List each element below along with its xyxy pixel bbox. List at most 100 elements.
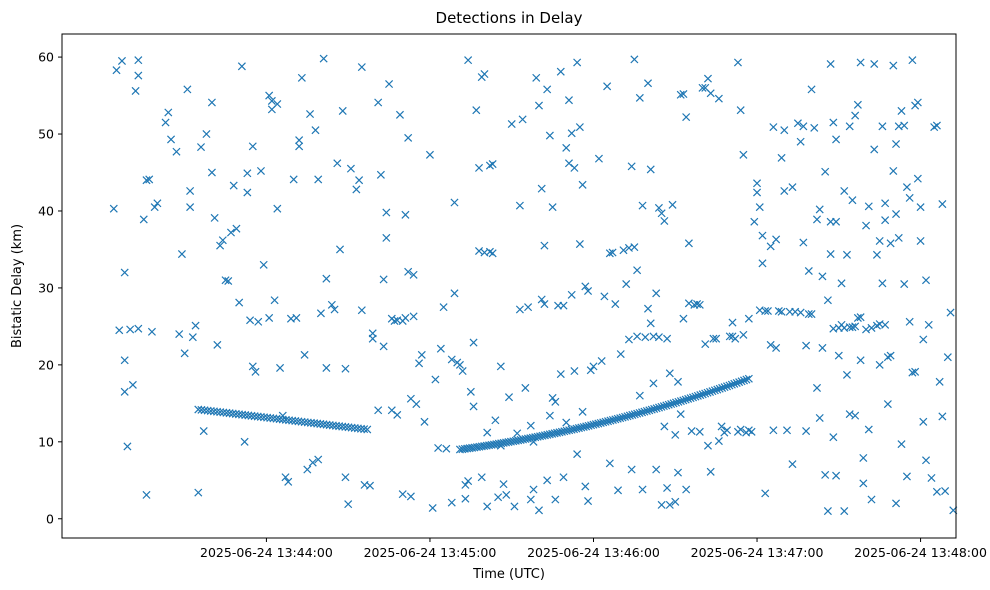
clutter-point: [161, 118, 170, 127]
target-track-2-point: [536, 432, 545, 441]
clutter-point: [654, 203, 663, 212]
clutter-point: [627, 162, 636, 171]
clutter-point: [826, 59, 835, 69]
clutter-point: [780, 126, 789, 135]
clutter-point: [886, 239, 895, 248]
clutter-point: [706, 89, 715, 98]
y-axis: 0 10 20 30 40 50 60: [38, 50, 62, 526]
clutter-point: [624, 335, 633, 344]
clutter-point: [796, 137, 805, 146]
clutter-point: [870, 59, 879, 69]
target-track-2-point: [708, 387, 717, 396]
clutter-point: [845, 410, 854, 419]
clutter-point: [660, 216, 669, 226]
clutter-point: [401, 210, 410, 219]
clutter-point: [409, 312, 418, 321]
target-track-2-point: [611, 415, 620, 424]
clutter-point: [243, 169, 252, 178]
clutter-point: [881, 199, 890, 208]
clutter-point: [570, 163, 579, 172]
clutter-point: [750, 217, 759, 226]
clutter-point: [889, 61, 898, 70]
clutter-point: [526, 421, 535, 430]
clutter-point: [115, 326, 124, 335]
clutter-point: [815, 413, 824, 422]
chart-title: Detections in Delay: [436, 9, 583, 27]
clutter-point: [584, 497, 593, 506]
clutter-point: [916, 236, 925, 246]
clutter-point: [892, 210, 901, 219]
clutter-point: [529, 485, 538, 494]
clutter-point: [322, 274, 331, 283]
clutter-point: [393, 410, 402, 419]
clutter-point: [769, 123, 778, 132]
x-axis: 2025-06-24 13:44:00 2025-06-24 13:45:00 20…: [200, 538, 987, 560]
clutter-point: [117, 56, 126, 65]
target-track-2-point: [577, 423, 586, 432]
clutter-point: [376, 170, 385, 179]
target-track-2-point: [662, 401, 671, 410]
clutter-point: [807, 85, 816, 94]
clutter-point: [270, 296, 279, 305]
clutter-point: [210, 213, 219, 222]
clutter-point: [619, 246, 628, 255]
clutter-point: [466, 387, 475, 396]
clutter-point: [758, 231, 767, 240]
clutter-point: [717, 422, 726, 431]
clutter-point: [777, 153, 786, 162]
clutter-point: [120, 356, 129, 365]
clutter-point: [802, 427, 811, 436]
clutter-point: [300, 350, 309, 359]
target-track-1-point: [360, 425, 369, 434]
target-track-2-point: [671, 398, 681, 407]
clutter-point: [314, 455, 323, 464]
x-tick-label: 2025-06-24 13:48:00: [854, 545, 987, 560]
clutter-point: [892, 140, 901, 149]
target-track-2-point: [579, 422, 588, 431]
clutter-point: [335, 245, 345, 254]
y-tick-label: 30: [38, 280, 54, 295]
clutter-point: [911, 367, 920, 376]
clutter-point: [464, 56, 473, 65]
clutter-point: [534, 506, 544, 515]
clutter-point: [913, 98, 922, 107]
clutter-point: [480, 69, 489, 79]
clutter-point: [633, 332, 642, 341]
clutter-point: [346, 164, 355, 173]
target-track-2-point: [596, 418, 605, 427]
clutter-point: [507, 120, 516, 129]
clutter-point: [504, 393, 514, 402]
clutter-point: [303, 465, 312, 474]
clutter-point: [630, 243, 639, 252]
target-track-2-point: [628, 410, 637, 419]
clutter-point: [186, 186, 195, 195]
clutter-point: [812, 215, 822, 224]
target-track-2-point: [635, 408, 644, 418]
clutter-point: [815, 205, 824, 214]
clutter-point: [123, 442, 132, 451]
clutter-point: [731, 334, 740, 343]
target-track-2-point: [744, 374, 753, 383]
target-track-2-point: [701, 389, 710, 398]
clutter-point: [823, 507, 832, 516]
target-track-2-point: [521, 435, 530, 444]
target-track-2-point: [608, 415, 617, 424]
target-track-2-point: [545, 430, 554, 439]
clutter-point: [142, 176, 151, 185]
target-track-2-point: [674, 397, 683, 406]
clutter-point: [766, 242, 775, 251]
clutter-point: [186, 203, 195, 212]
clutter-point: [344, 500, 353, 509]
clutter-point: [458, 367, 467, 376]
clutter-point: [183, 85, 192, 94]
clutter-point: [474, 163, 484, 172]
clutter-point: [341, 364, 350, 373]
y-tick-label: 50: [38, 127, 54, 142]
clutter-point: [120, 387, 129, 396]
clutter-point: [654, 333, 663, 342]
clutter-point: [919, 335, 928, 344]
clutter-point: [908, 368, 917, 377]
clutter-point: [352, 185, 361, 194]
clutter-point: [684, 239, 693, 248]
